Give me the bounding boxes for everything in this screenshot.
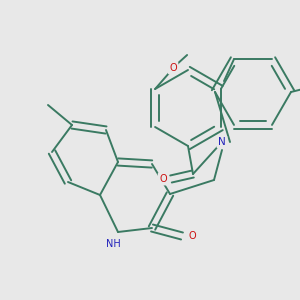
Text: N: N [218, 137, 226, 147]
Text: O: O [159, 174, 167, 184]
Text: O: O [169, 63, 177, 73]
Text: O: O [188, 231, 196, 241]
Text: NH: NH [106, 239, 120, 249]
